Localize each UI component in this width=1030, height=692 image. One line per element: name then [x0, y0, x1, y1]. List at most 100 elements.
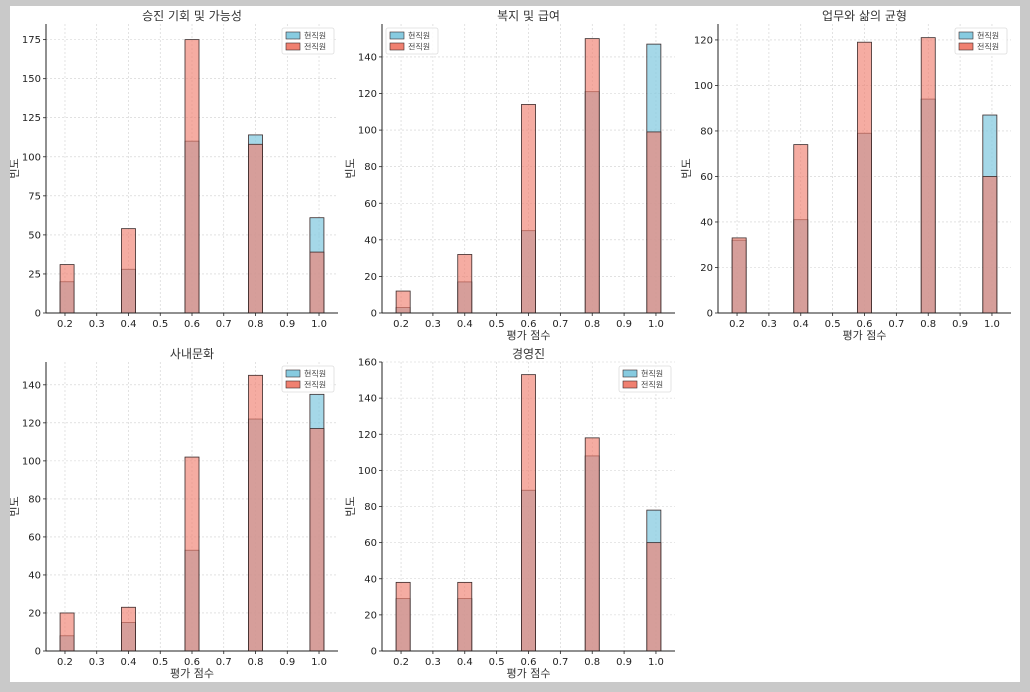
y-tick-label: 80: [28, 494, 41, 505]
y-tick-label: 175: [22, 35, 41, 46]
x-tick-label: 1.0: [648, 657, 664, 668]
y-tick-label: 120: [358, 89, 377, 100]
y-tick-label: 20: [700, 263, 713, 274]
bar-former-0.8: [584, 437, 600, 652]
chart-4: 0.2 0.3 0.4 0.5 0.6 0.7 0.8 0.9 1.0 0 20 40 60 80 100 1…: [10, 347, 338, 680]
y-tick-label: 100: [358, 466, 377, 477]
bar-former-0.2: [59, 264, 75, 314]
y-tick-label: 100: [22, 152, 41, 163]
x-tick-label: 0.4: [121, 657, 137, 668]
x-tick-label: 0.5: [152, 657, 168, 668]
x-tick-label: 0.9: [616, 319, 632, 330]
y-axis-label: 빈도: [10, 496, 21, 516]
x-tick-label: 0.5: [489, 657, 505, 668]
x-tick-label: 0.6: [521, 657, 537, 668]
x-tick-label: 0.5: [489, 319, 505, 330]
y-tick-label: 100: [694, 81, 713, 92]
x-tick-label: 0.9: [952, 319, 968, 330]
y-tick-label: 100: [358, 126, 377, 137]
histogram-figure: 0.2 0.3 0.4 0.5 0.6 0.7 0.8 0.9 1.0 0 25 50 75 100 125…: [10, 9, 1011, 680]
bar-former-1: [309, 428, 325, 652]
x-tick-label: 0.6: [184, 657, 200, 668]
x-tick-label: 0.3: [89, 319, 105, 330]
y-axis-label: 빈도: [344, 158, 357, 178]
legend-swatch-former: [958, 42, 974, 51]
legend-label: 전직원: [977, 42, 999, 52]
legend-swatch-former: [285, 42, 301, 51]
bar-former-0.6: [857, 41, 872, 314]
chart-title: 사내문화: [170, 347, 214, 361]
x-tick-label: 0.3: [425, 319, 441, 330]
x-tick-label: 0.9: [279, 657, 295, 668]
x-tick-label: 1.0: [311, 319, 327, 330]
legend-swatch-current: [285, 369, 301, 378]
y-tick-label: 40: [364, 574, 377, 585]
y-tick-label: 120: [358, 430, 377, 441]
bar-former-1: [309, 251, 325, 314]
y-tick-label: 60: [700, 172, 713, 183]
x-tick-label: 0.4: [457, 319, 473, 330]
x-tick-label: 0.4: [793, 319, 809, 330]
legend-label: 현직원: [304, 31, 326, 41]
y-tick-label: 75: [28, 191, 41, 202]
x-tick-label: 0.7: [888, 319, 904, 330]
bar-former-0.6: [521, 104, 536, 314]
x-tick-label: 0.8: [584, 657, 600, 668]
y-tick-label: 0: [35, 647, 41, 658]
x-tick-label: 1.0: [311, 657, 327, 668]
y-tick-label: 140: [358, 52, 377, 63]
x-tick-label: 0.4: [121, 319, 137, 330]
y-tick-label: 140: [22, 380, 41, 391]
x-tick-label: 0.8: [248, 657, 264, 668]
x-axis-label: 평가 점수: [507, 329, 551, 342]
bar-former-1: [646, 131, 662, 314]
bar-former-0.8: [248, 374, 263, 652]
y-tick-label: 100: [22, 456, 41, 467]
bar-former-1: [982, 176, 998, 314]
bar-former-0.8: [920, 37, 936, 314]
legend-label: 전직원: [641, 380, 663, 390]
legend-label: 전직원: [304, 42, 326, 52]
bar-former-0.2: [395, 290, 411, 314]
x-tick-label: 0.9: [616, 657, 632, 668]
legend-label: 현직원: [304, 369, 326, 379]
x-tick-label: 0.7: [216, 657, 232, 668]
y-tick-label: 0: [371, 309, 377, 320]
bar-former-0.2: [395, 581, 411, 652]
chart-title: 승진 기회 및 가능성: [142, 9, 242, 23]
bar-former-0.4: [457, 254, 473, 314]
figure-frame: 0.2 0.3 0.4 0.5 0.6 0.7 0.8 0.9 1.0 0 25 50 75 100 125…: [10, 6, 1020, 682]
bar-former-0.4: [793, 144, 809, 314]
chart-title: 복지 및 급여: [497, 9, 560, 23]
y-tick-label: 60: [364, 538, 377, 549]
bar-former-0.6: [521, 374, 536, 652]
y-tick-label: 40: [28, 570, 41, 581]
bar-former-1: [646, 542, 662, 652]
y-tick-label: 125: [22, 113, 41, 124]
x-axis-label: 평가 점수: [843, 329, 887, 342]
legend-label: 전직원: [304, 380, 326, 390]
legend-label: 전직원: [408, 42, 430, 52]
y-tick-label: 80: [364, 162, 377, 173]
bar-former-0.4: [121, 228, 136, 314]
y-tick-label: 20: [364, 272, 377, 283]
bar-former-0.6: [184, 456, 200, 652]
x-tick-label: 0.6: [857, 319, 873, 330]
x-tick-label: 0.8: [248, 319, 264, 330]
x-tick-label: 0.5: [825, 319, 841, 330]
bar-former-0.2: [59, 612, 75, 652]
x-tick-label: 0.8: [920, 319, 936, 330]
x-tick-label: 1.0: [984, 319, 1000, 330]
y-tick-label: 20: [364, 610, 377, 621]
legend-swatch-current: [285, 31, 301, 40]
x-tick-label: 0.2: [393, 319, 409, 330]
y-tick-label: 60: [364, 199, 377, 210]
legend-swatch-former: [389, 42, 405, 51]
chart-1: 0.2 0.3 0.4 0.5 0.6 0.7 0.8 0.9 1.0 0 25 50 75 100 125…: [10, 9, 338, 330]
legend-label: 현직원: [977, 31, 999, 41]
y-tick-label: 150: [22, 74, 41, 85]
chart-3: 0.2 0.3 0.4 0.5 0.6 0.7 0.8 0.9 1.0 0 20 40 60 80 100 1…: [680, 9, 1011, 342]
